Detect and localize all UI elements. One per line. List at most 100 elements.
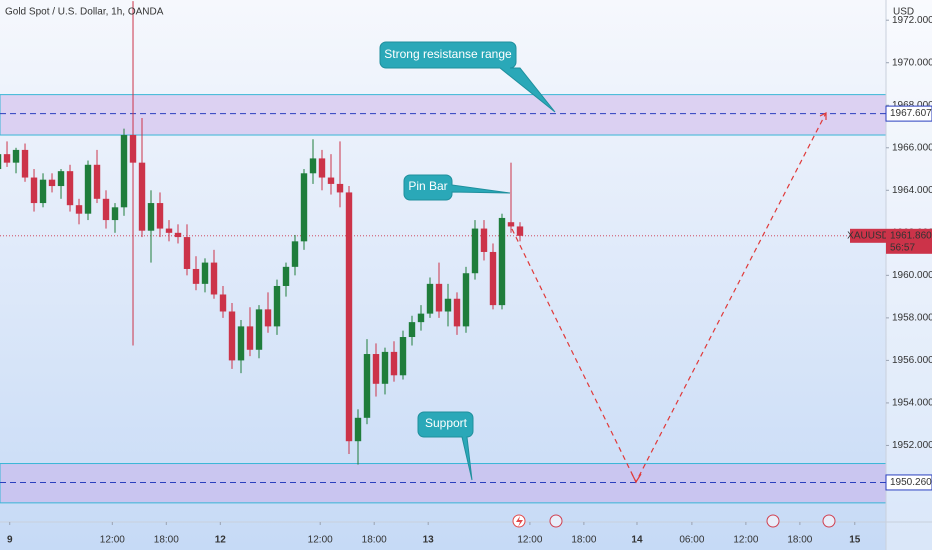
x-tick-label: 15 <box>849 535 861 546</box>
callout-text: Support <box>425 416 468 430</box>
candle-body <box>210 262 218 295</box>
candle-body <box>192 268 200 284</box>
candle-body <box>363 354 371 418</box>
callout: Strong resistanse range <box>379 41 556 113</box>
symbol-label-box <box>850 228 886 243</box>
candle-body <box>300 173 308 242</box>
callout: Pin Bar <box>403 174 511 201</box>
y-tick-label: 1970.000 <box>892 57 932 68</box>
projection-arrow <box>631 473 642 484</box>
candle-body <box>435 283 443 312</box>
candle-body <box>21 149 29 178</box>
x-tick-label: 12 <box>215 535 227 546</box>
current-price-label: 1961.860 <box>890 230 932 241</box>
x-tick-label: 12:00 <box>100 535 125 546</box>
x-tick-label: 18:00 <box>154 535 179 546</box>
candle-body <box>336 183 344 193</box>
candle-body <box>516 226 524 236</box>
candle-body <box>354 417 362 442</box>
candle-body <box>273 285 281 327</box>
candle-body <box>426 283 434 314</box>
y-tick-label: 1954.000 <box>892 398 932 409</box>
candle-body <box>309 158 317 174</box>
current-price-box <box>886 228 932 254</box>
candle-body <box>228 311 236 361</box>
candle-body <box>480 228 488 252</box>
candle-body <box>444 298 452 312</box>
candle-body <box>156 203 164 229</box>
candle-body <box>471 228 479 274</box>
candle-body <box>246 326 254 350</box>
candle-body <box>57 171 65 187</box>
candle-body <box>399 337 407 376</box>
y-tick-label: 1960.000 <box>892 270 932 281</box>
currency: USD <box>893 7 914 18</box>
callout-text: Strong resistanse range <box>384 47 512 61</box>
event-icon[interactable] <box>822 514 836 528</box>
candle-body <box>489 251 497 306</box>
candle-body <box>318 158 326 178</box>
candle-body <box>102 198 110 221</box>
event-icon[interactable] <box>549 514 563 528</box>
candle-body <box>462 273 470 327</box>
candle-body <box>381 351 389 384</box>
candle-body <box>138 162 146 231</box>
candle-body <box>3 154 11 163</box>
callout: Support <box>417 411 474 481</box>
x-tick-label: 18:00 <box>787 535 812 546</box>
event-icon <box>516 516 523 527</box>
x-tick-label: 9 <box>7 535 13 546</box>
y-tick-label: 1964.000 <box>892 185 932 196</box>
candle-body <box>84 164 92 214</box>
y-tick-label: 1968.000 <box>892 100 932 111</box>
projection-arrow <box>819 112 827 120</box>
y-tick-label: 1956.000 <box>892 355 932 366</box>
candle-body <box>327 177 335 184</box>
x-tick-label: 12:00 <box>517 535 542 546</box>
candle-body <box>120 135 128 208</box>
zone <box>0 94 887 136</box>
symbol-label: XAUUSD <box>847 230 889 241</box>
zone <box>0 463 887 504</box>
candle-body <box>147 203 155 231</box>
candle-body <box>282 266 290 286</box>
candle-body <box>30 177 38 204</box>
candle-body <box>372 354 380 384</box>
candle-body <box>507 222 515 227</box>
candle-body <box>129 135 137 163</box>
candle-body <box>183 237 191 269</box>
candle-body <box>201 262 209 284</box>
price-label: 1950.260 <box>890 477 932 488</box>
event-icon[interactable] <box>766 514 780 528</box>
x-tick-label: 12:00 <box>308 535 333 546</box>
candle-body <box>39 179 47 204</box>
x-tick-label: 13 <box>423 535 435 546</box>
price-label-box <box>885 474 932 491</box>
price-label: 1967.607 <box>890 108 932 119</box>
candle-body <box>237 326 245 361</box>
candle-body <box>111 207 119 221</box>
candle-body <box>408 322 416 338</box>
candle-body <box>291 241 299 267</box>
x-tick-label: 12:00 <box>733 535 758 546</box>
candle-body <box>390 351 398 376</box>
symbol-title: Gold Spot / U.S. Dollar, 1h, OANDA <box>5 7 164 18</box>
candle-body <box>66 171 74 206</box>
candle-body <box>174 232 182 238</box>
candle-body <box>48 179 56 187</box>
x-tick-label: 14 <box>631 535 643 546</box>
candle-body <box>165 228 173 233</box>
y-tick-label: 1952.000 <box>892 440 932 451</box>
y-tick-label: 1958.000 <box>892 313 932 324</box>
y-tick-label: 1972.000 <box>892 15 932 26</box>
candle-body <box>219 294 227 312</box>
candle-body <box>255 309 263 350</box>
candle-body <box>453 298 461 327</box>
candle-body <box>93 164 101 199</box>
countdown: 56:57 <box>890 242 915 253</box>
candle-body <box>345 192 353 442</box>
x-tick-label: 18:00 <box>571 535 596 546</box>
price-label-box <box>885 105 932 122</box>
candle-body <box>75 205 83 214</box>
